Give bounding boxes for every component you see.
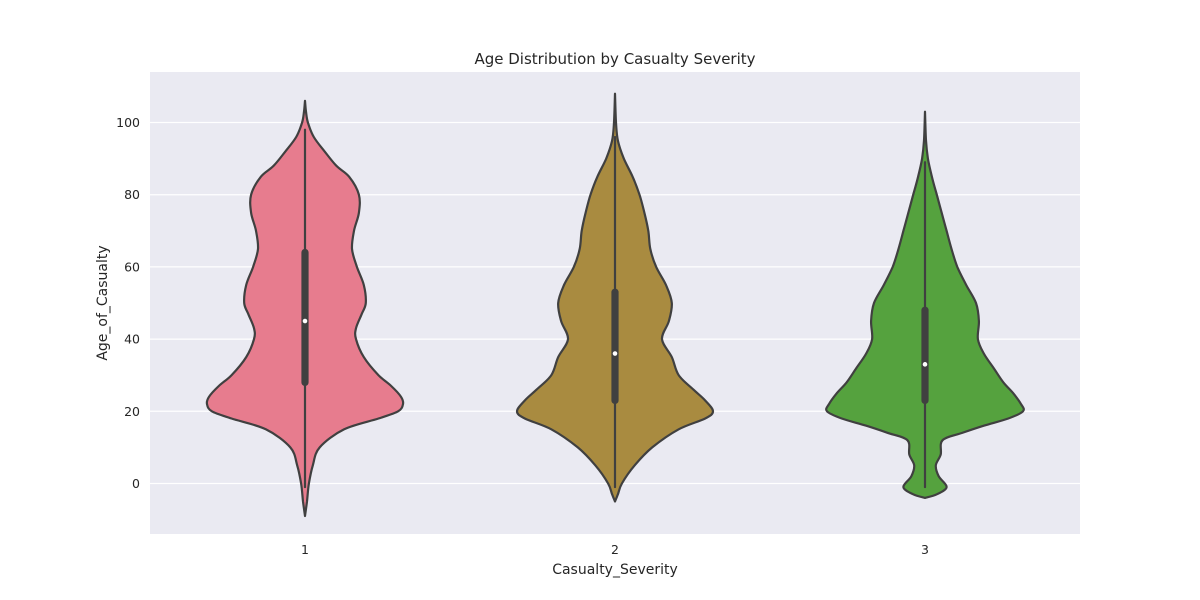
median-marker-1: [302, 318, 308, 324]
y-tick-label: 100: [116, 115, 140, 130]
x-axis-ticks: 1 2 3: [301, 542, 929, 557]
y-axis-label: Age_of_Casualty: [95, 245, 111, 360]
y-tick-label: 0: [132, 476, 140, 491]
y-axis-ticks: 0 20 40 60 80 100: [116, 115, 140, 491]
x-axis-label: Casualty_Severity: [552, 562, 678, 578]
x-tick-label: 2: [611, 542, 619, 557]
x-tick-label: 1: [301, 542, 309, 557]
median-marker-2: [612, 351, 618, 356]
y-tick-label: 60: [124, 259, 140, 274]
y-tick-label: 40: [124, 332, 140, 347]
y-tick-label: 80: [124, 187, 140, 202]
chart-title: Age Distribution by Casualty Severity: [474, 50, 755, 68]
iqr-box-3: [921, 306, 929, 405]
iqr-box-1: [301, 248, 309, 387]
median-marker-3: [922, 362, 928, 367]
x-tick-label: 3: [921, 542, 929, 557]
violins: [205, 92, 1025, 518]
y-tick-label: 20: [124, 404, 140, 419]
iqr-box-2: [611, 288, 619, 405]
